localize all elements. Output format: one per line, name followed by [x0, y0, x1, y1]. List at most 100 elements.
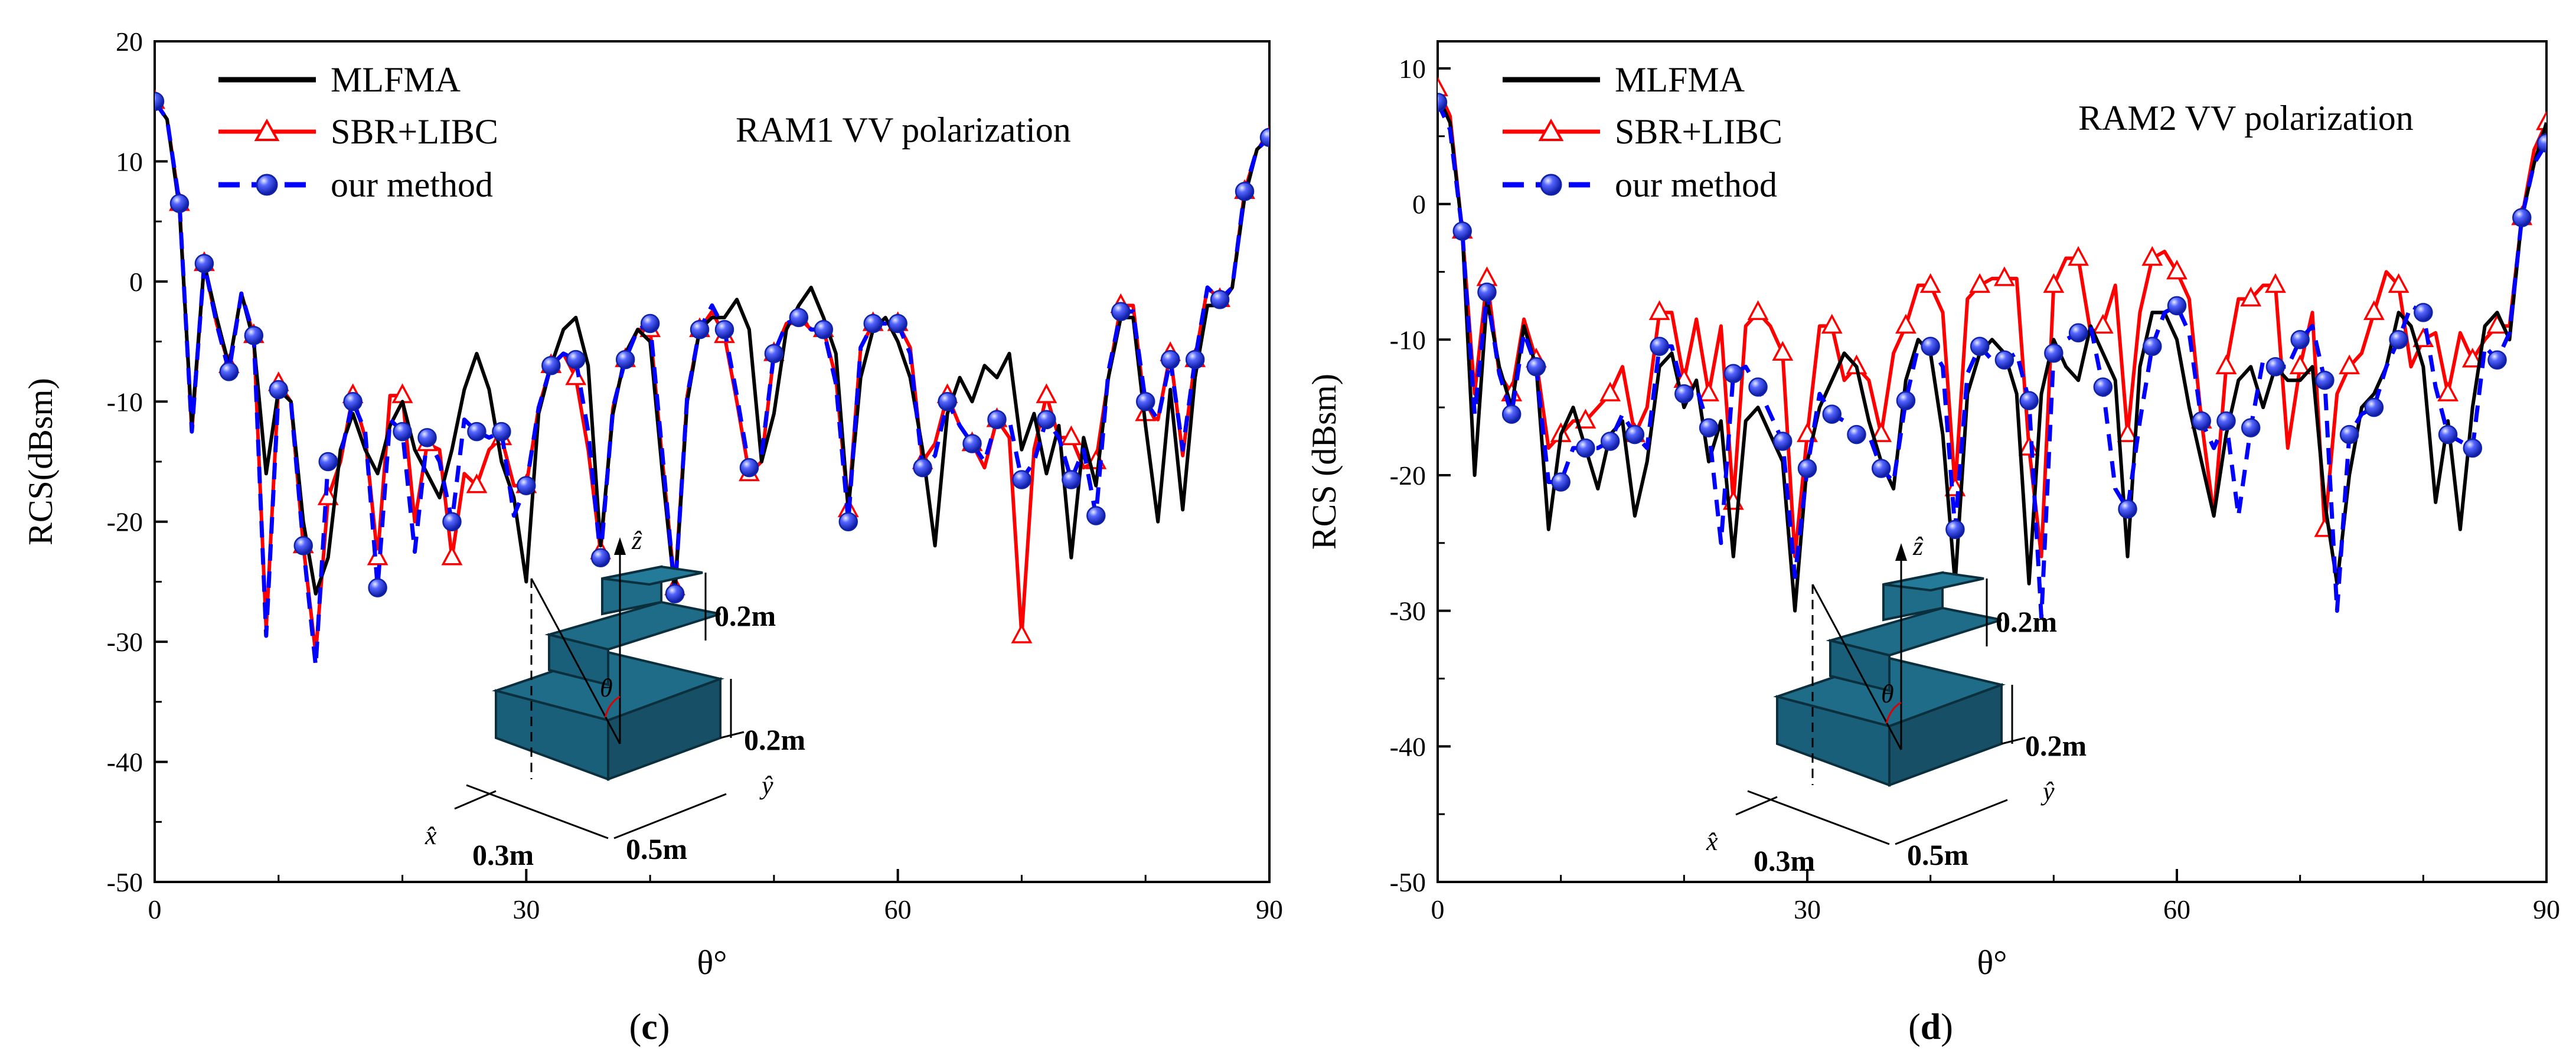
theta-arc — [1885, 701, 1902, 724]
sbr-marker — [2018, 436, 2040, 456]
our-method-marker — [1012, 470, 1031, 489]
dim-top-label: 0.2m — [1996, 605, 2057, 638]
dim-x-label: 0.3m — [1754, 844, 1815, 877]
our-method-marker — [2315, 370, 2335, 390]
legend-label-mlfma: MLFMA — [331, 60, 461, 99]
y-tick-label: -10 — [1390, 325, 1426, 355]
our-method-marker — [1723, 364, 1744, 383]
our-method-marker — [1086, 506, 1106, 525]
our-method-marker — [2364, 397, 2384, 417]
our-method-marker — [690, 319, 710, 339]
legend-marker-ours — [256, 174, 278, 196]
our-method-marker — [417, 428, 437, 447]
our-method-marker — [789, 308, 809, 328]
sbr-marker — [2092, 313, 2114, 334]
our-method-marker — [368, 578, 387, 597]
our-method-marker — [1037, 410, 1056, 430]
x-tick-group: 0 30 60 90 — [1431, 869, 2560, 924]
our-method-marker — [1921, 336, 1940, 357]
our-method-marker — [2044, 344, 2064, 363]
sbr-marker — [2265, 273, 2286, 293]
legend-label-sbr: SBR+LIBC — [331, 112, 498, 151]
our-method-marker — [1551, 472, 1571, 492]
legend-label-ours: our method — [331, 165, 493, 204]
chart-panel-c: -50 -40 -30 -20 -10 0 10 20 0 30 60 90 RCS(dBsm) θ… — [21, 27, 1283, 1047]
our-method-marker — [2192, 411, 2211, 431]
our-method-marker — [863, 313, 883, 334]
polarization-annotation: RAM2 VV polarization — [2078, 99, 2414, 138]
our-method-marker — [590, 548, 610, 567]
our-method-marker — [1160, 349, 1180, 370]
series-line-our-method — [155, 100, 1269, 668]
our-method-marker — [1822, 404, 1842, 424]
our-method-marker — [1477, 282, 1497, 302]
x-tick-label: 60 — [2163, 894, 2190, 924]
x-tick-label: 30 — [512, 894, 540, 924]
our-method-marker — [1797, 459, 1817, 478]
sbr-marker — [2339, 354, 2360, 374]
our-method-marker — [1994, 350, 2015, 370]
sbr-marker — [2240, 286, 2262, 307]
sbr-marker — [1895, 313, 1917, 334]
our-method-marker — [1625, 424, 1645, 445]
y-tick-label: -40 — [1390, 731, 1426, 762]
legend-label-sbr: SBR+LIBC — [1615, 112, 1782, 151]
y-tick-group: -50 -40 -30 -20 -10 0 10 — [1390, 54, 1451, 897]
our-method-marker — [665, 584, 685, 604]
our-method-marker — [2068, 323, 2088, 343]
x-tick-label: 0 — [148, 894, 162, 924]
theta-arc — [604, 695, 621, 718]
y-tick-label: 0 — [1412, 189, 1426, 220]
our-method-marker — [764, 344, 784, 364]
sbr-marker — [441, 545, 463, 566]
our-method-marker — [838, 512, 858, 531]
our-method-marker — [2389, 330, 2408, 349]
our-method-marker — [2487, 350, 2507, 370]
sbr-marker — [1870, 422, 1892, 442]
sbr-marker — [2043, 273, 2065, 293]
x-tick-label: 90 — [1256, 894, 1283, 924]
sbr-marker — [367, 545, 388, 566]
our-method-marker — [2463, 438, 2483, 458]
our-method-marker — [318, 452, 338, 472]
our-method-marker — [814, 319, 834, 339]
our-method-marker — [2512, 208, 2532, 227]
our-method-marker — [1438, 93, 1448, 112]
our-method-marker — [1185, 349, 1205, 370]
series-group — [1438, 76, 2546, 620]
y-tick-label: 10 — [116, 146, 143, 177]
x-tick-label: 30 — [1794, 894, 1821, 924]
our-method-marker — [1135, 392, 1155, 411]
sbr-marker — [1060, 425, 1082, 446]
dim-side-label: 0.2m — [2025, 729, 2087, 762]
sbr-marker — [1919, 273, 1941, 293]
y-tick-label: 10 — [1399, 54, 1426, 84]
x-tick-group: 0 30 60 90 — [148, 869, 1283, 924]
z-axis-arrow — [1895, 543, 1907, 561]
our-method-marker — [1600, 432, 1620, 451]
sbr-marker — [1575, 409, 1596, 429]
dim-y-label: 0.5m — [626, 832, 687, 865]
series-line-our-method — [1438, 101, 2546, 620]
sbr-marker — [1772, 341, 1794, 361]
our-method-marker — [155, 92, 165, 111]
our-method-marker — [1452, 221, 1472, 241]
our-method-marker — [1259, 128, 1269, 147]
our-method-marker — [913, 458, 932, 478]
y-tick-label: -20 — [107, 507, 143, 537]
sbr-marker — [1821, 313, 1843, 334]
our-method-marker — [2438, 424, 2458, 445]
x-axis-hat-label: x̂ — [1706, 827, 1718, 856]
y-axis-hat-label: ŷ — [2040, 777, 2055, 806]
theta-label: θ — [1881, 679, 1894, 708]
sbr-marker — [1969, 273, 1991, 293]
y-tick-group: -50 -40 -30 -20 -10 0 10 20 — [107, 27, 168, 897]
our-method-marker — [1111, 302, 1131, 321]
our-method-marker — [2216, 411, 2236, 431]
block-step2-top — [544, 600, 721, 651]
sbr-marker — [2215, 354, 2237, 374]
geometry-inset: ẑ θ x̂ ŷ 0.2m 0.2m 0.3m 0.5m — [425, 526, 805, 871]
our-method-marker — [2019, 391, 2039, 410]
y-tick-label: 0 — [129, 267, 143, 297]
